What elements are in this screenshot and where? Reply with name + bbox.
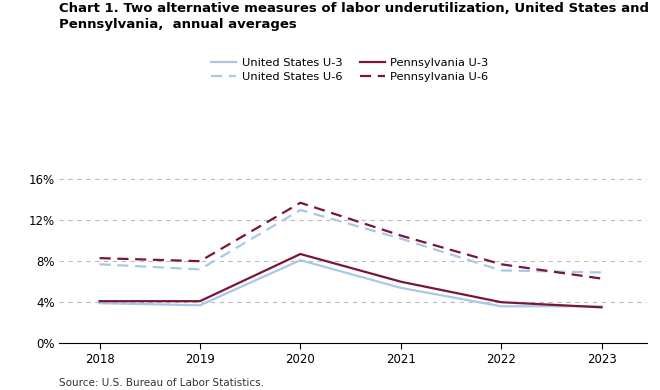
Legend: United States U-3, United States U-6, Pennsylvania U-3, Pennsylvania U-6: United States U-3, United States U-6, Pe…: [211, 58, 488, 82]
Text: Pennsylvania,  annual averages: Pennsylvania, annual averages: [59, 18, 297, 30]
Text: Source: U.S. Bureau of Labor Statistics.: Source: U.S. Bureau of Labor Statistics.: [59, 378, 265, 388]
Text: Chart 1. Two alternative measures of labor underutilization, United States and: Chart 1. Two alternative measures of lab…: [59, 2, 649, 15]
